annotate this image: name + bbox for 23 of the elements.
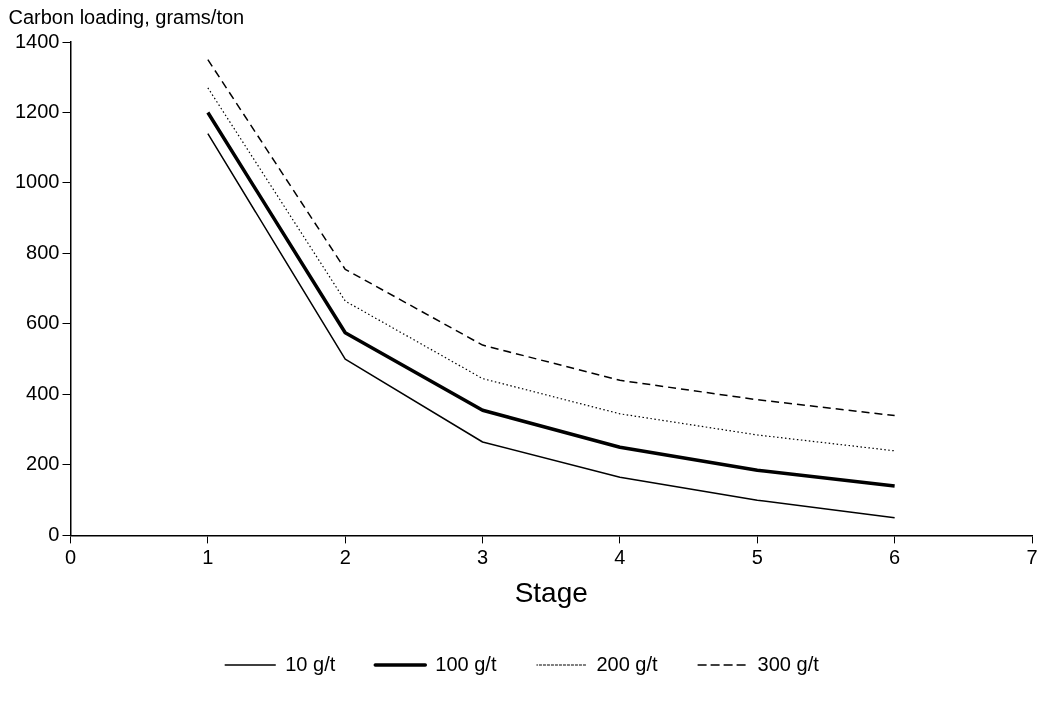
x-tick-label: 0 (64, 545, 77, 568)
y-tick-label: 1400 (14, 29, 60, 52)
line-series (207, 58, 896, 417)
x-tick-label: 6 (889, 545, 901, 568)
y-tick-label: 1000 (14, 170, 60, 193)
y-axis-title: Carbon loading, grams/ton (8, 5, 245, 28)
legend-label: 300 g/t (757, 652, 820, 675)
legend-label: 200 g/t (596, 652, 659, 675)
y-tick-label: 400 (26, 381, 60, 404)
legend-label: 10 g/t (285, 652, 336, 675)
y-tick-label: 1200 (14, 100, 60, 122)
y-tick-label: 600 (26, 311, 60, 334)
x-tick-label: 4 (614, 545, 626, 568)
x-tick-label: 3 (477, 545, 489, 568)
legend-label: 100 g/t (435, 652, 497, 675)
x-tick-label: 1 (202, 545, 214, 568)
x-axis-title: Stage (514, 576, 588, 608)
x-tick-label: 7 (1026, 545, 1038, 568)
y-tick-label: 800 (26, 240, 60, 263)
x-tick-label: 2 (339, 545, 351, 568)
x-tick-label: 5 (751, 545, 763, 568)
y-tick-label: 200 (26, 452, 60, 475)
y-tick-label: 0 (48, 522, 60, 545)
